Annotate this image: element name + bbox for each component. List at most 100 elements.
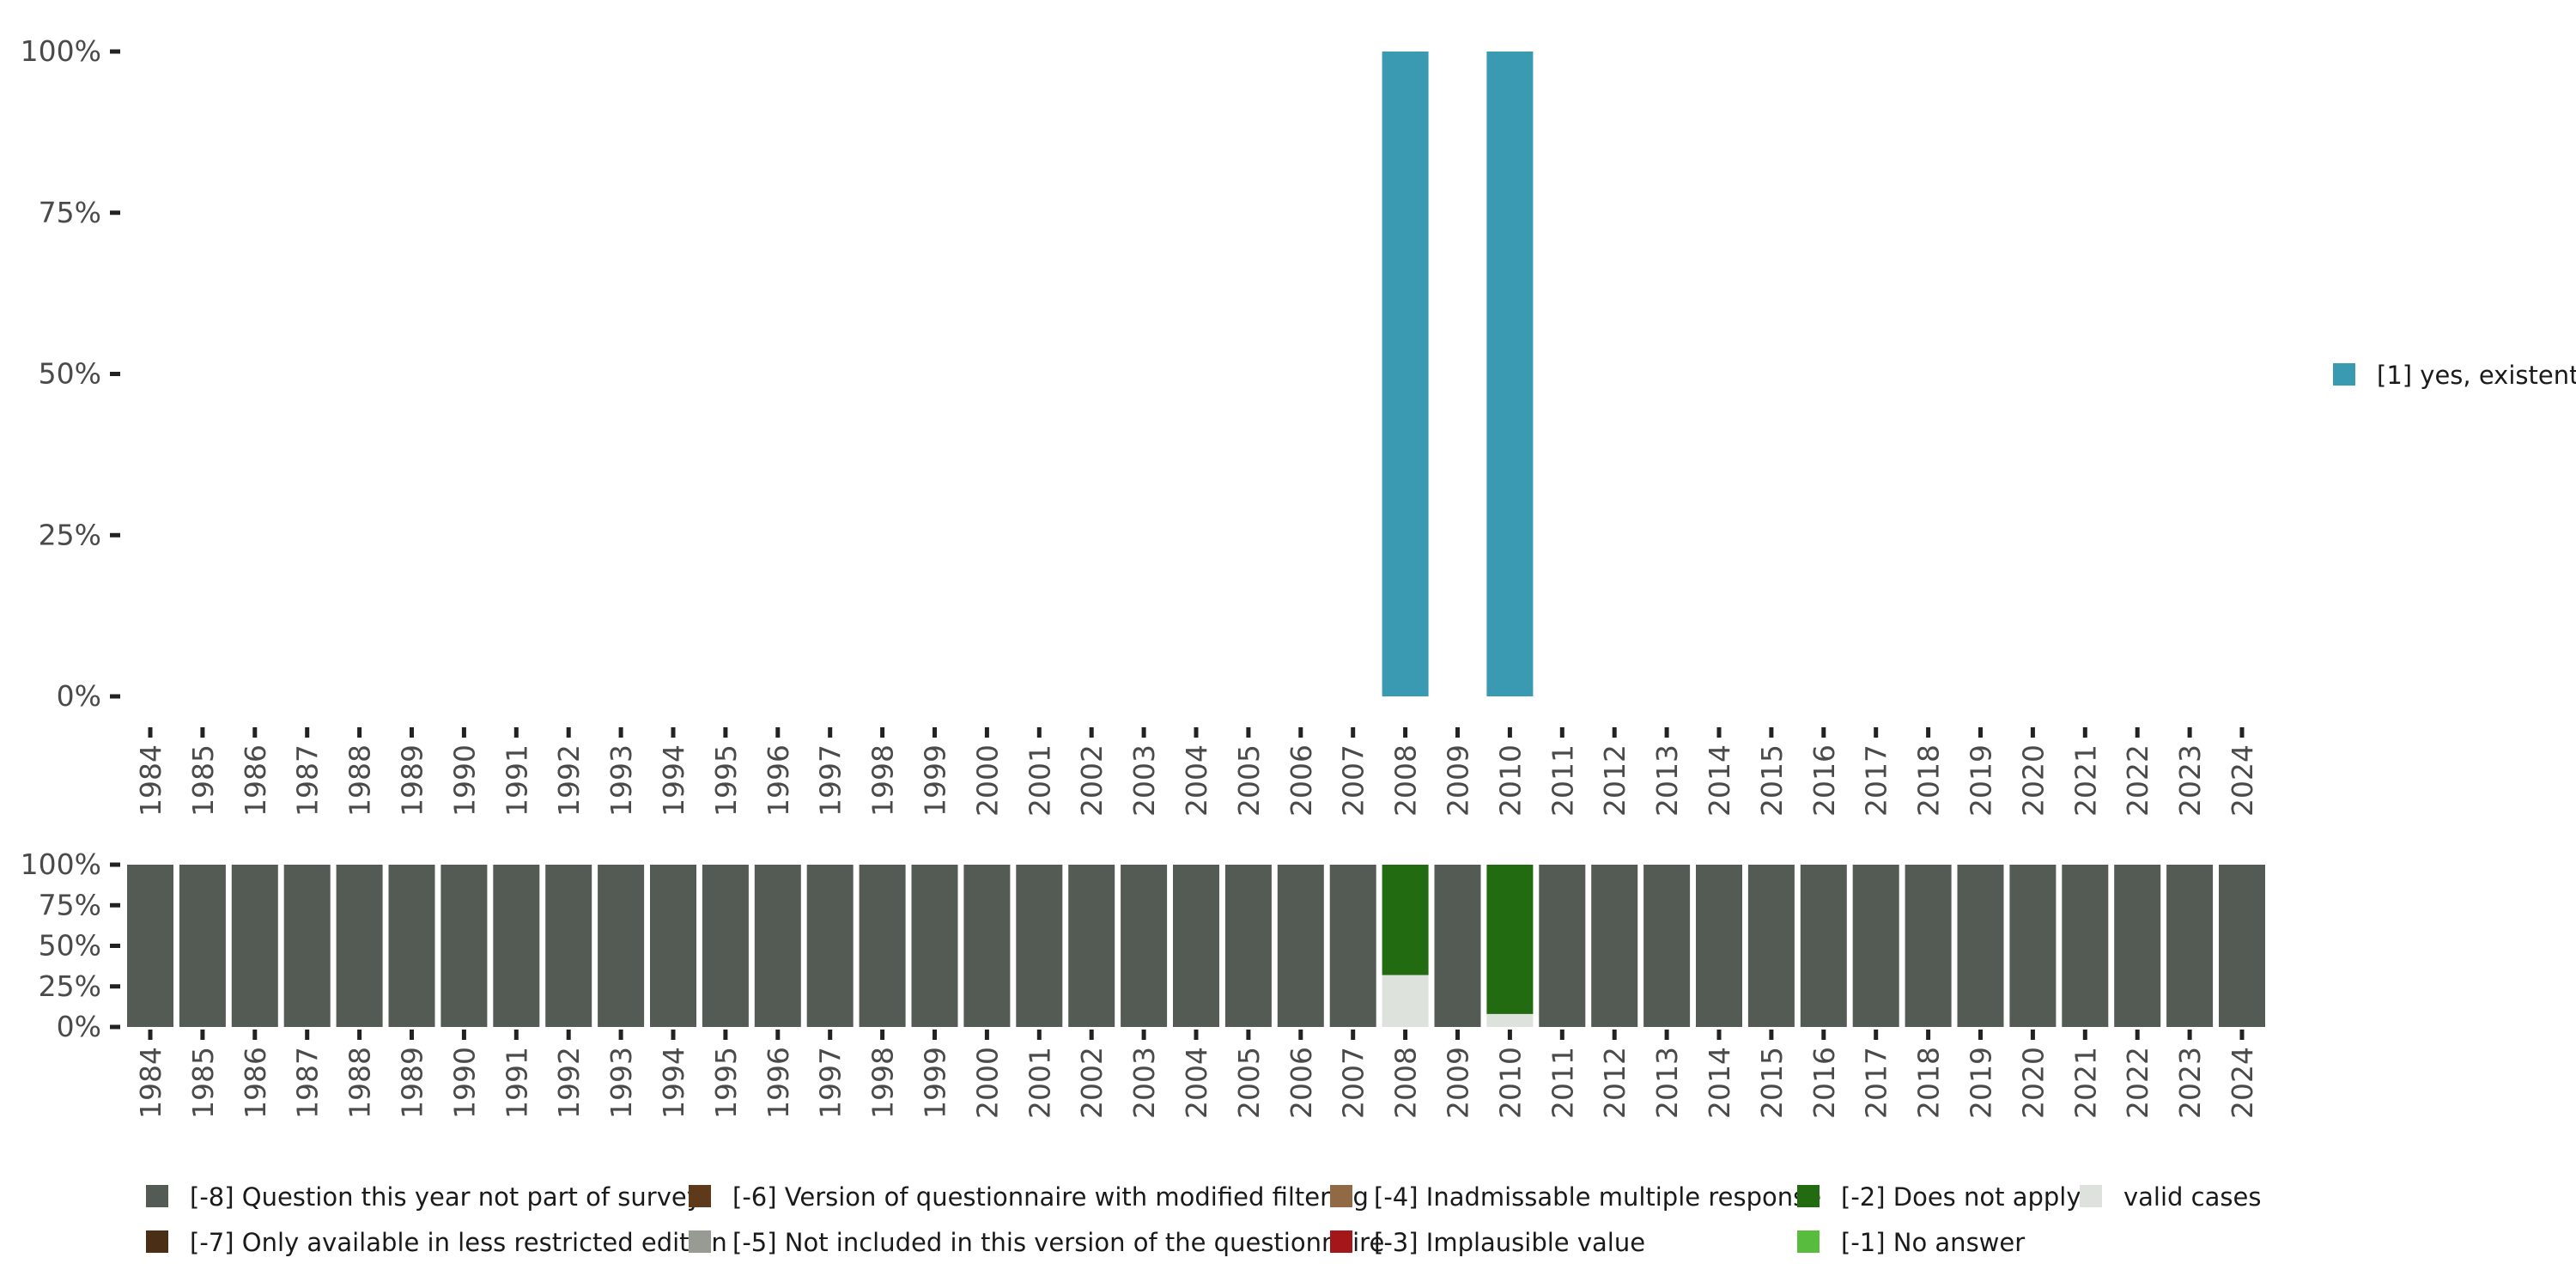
stacked-bar-2002 [1068,865,1115,1027]
bottom-x-tick-label: 2009 [1442,1047,1475,1119]
stacked-bar-2011 [1539,865,1586,1027]
stacked-bar-1998 [859,865,906,1027]
top-x-tick-label: 2021 [2069,744,2102,817]
bottom-chart: 0% 25% 50% 75% 100% 1984 1985 1986 1987 1988 1989 1… [21,848,2265,1119]
stacked-bar-2020 [2009,865,2057,1027]
top-x-tick-label: 2012 [1598,744,1631,817]
stacked-bar-2008 [1382,865,1429,975]
bottom-x-tick-label: 1985 [186,1047,220,1119]
legend-swatch [689,1185,711,1207]
top-x-tick-label: 2005 [1232,744,1266,817]
bottom-x-tick-label: 2014 [1703,1047,1736,1119]
top-x-tick-label: 1999 [919,744,952,817]
stacked-bar-1987 [283,865,331,1027]
bottom-x-tick-label: 1986 [239,1047,272,1119]
bottom-legend: [-8] Question this year not part of surv… [146,1182,2261,1257]
top-x-tick-label: 2000 [970,744,1004,817]
bottom-x-tick-label: 2000 [970,1047,1004,1119]
bottom-x-tick-label: 1998 [866,1047,900,1119]
legend-label: [-8] Question this year not part of surv… [190,1182,702,1212]
top-x-tick-label: 1986 [239,744,272,817]
top-y-tick-label: 100% [21,34,101,68]
top-x-tick-label: 2004 [1180,744,1213,817]
bottom-x-tick-label: 2013 [1650,1047,1684,1119]
bottom-x-tick-label: 2006 [1285,1047,1318,1119]
stacked-bar-2024 [2219,865,2265,1027]
bottom-x-tick-label: 2012 [1598,1047,1631,1119]
bottom-x-tick-label: 2016 [1807,1047,1841,1119]
top-x-tick-label: 1997 [814,744,848,817]
legend-swatch [689,1230,711,1253]
stacked-bar-1989 [388,865,435,1027]
bottom-y-tick-label: 0% [57,1010,101,1043]
stacked-bar-2015 [1747,865,1795,1027]
bottom-y-tick-label: 25% [39,969,101,1003]
legend-label: valid cases [2123,1182,2261,1212]
top-x-tick-label: 1989 [396,744,429,817]
stacked-bar-2001 [1016,865,1063,1027]
legend-label: [-7] Only available in less restricted e… [190,1228,727,1257]
bottom-x-tick-label: 2004 [1180,1047,1213,1119]
top-x-tick-label: 2008 [1389,744,1423,817]
top-x-tick-label: 2018 [1912,744,1946,817]
bottom-x-tick-label: 1997 [814,1047,848,1119]
bottom-y-tick-label: 50% [39,929,101,963]
top-x-tick-label: 2019 [1965,744,1998,817]
top-x-tick-label: 2003 [1127,744,1161,817]
top-x-tick-label: 2020 [2016,744,2050,817]
bottom-x-tick-label: 2001 [1023,1047,1056,1119]
stacked-bar-1985 [179,865,226,1027]
top-y-tick-label: 75% [39,196,101,229]
bottom-x-tick-label: 2024 [2226,1047,2259,1119]
top-x-tick-label: 1988 [343,744,377,817]
bottom-x-tick-label: 2002 [1075,1047,1109,1119]
legend-swatch [2080,1185,2102,1207]
bottom-x-tick-label: 2019 [1965,1047,1998,1119]
top-x-tick-label: 2024 [2226,744,2259,817]
stacked-bar-2000 [963,865,1011,1027]
legend-swatch [1797,1185,1820,1207]
bar-2008 [1382,52,1429,696]
stacked-bar-2003 [1121,865,1168,1027]
stacked-bar-1995 [702,865,749,1027]
bottom-x-tick-label: 2015 [1755,1047,1789,1119]
legend-label: [-4] Inadmissable multiple response [1374,1182,1821,1212]
stacked-bar-1993 [598,865,645,1027]
top-legend: [1] yes, existent [2333,361,2576,390]
stacked-bar-2021 [2062,865,2109,1027]
top-x-tick-label: 2002 [1075,744,1109,817]
stacked-bar-2013 [1643,865,1691,1027]
legend-swatch [2333,363,2355,386]
bottom-x-tick-label: 2008 [1389,1047,1423,1119]
bottom-x-tick-label: 1999 [919,1047,952,1119]
bottom-x-tick-label: 2003 [1127,1047,1161,1119]
legend-swatch [146,1230,168,1253]
stacked-bar-2009 [1434,865,1481,1027]
bottom-x-tick-label: 1994 [657,1047,690,1119]
bottom-x-tick-label: 1984 [134,1047,167,1119]
bottom-x-tick-label: 2018 [1912,1047,1946,1119]
bottom-x-tick-label: 1996 [762,1047,795,1119]
top-y-tick-label: 0% [57,679,101,713]
stacked-bar-2017 [1852,865,1899,1027]
legend-swatch [1797,1230,1820,1253]
stacked-bar-2022 [2114,865,2161,1027]
top-x-tick-label: 1992 [552,744,586,817]
stacked-bar-1984 [127,865,173,1027]
legend-label: [-6] Version of questionnaire with modif… [732,1182,1369,1212]
top-x-tick-label: 2007 [1337,744,1370,817]
bottom-x-tick-label: 1990 [447,1047,481,1119]
bottom-x-tick-label: 1989 [396,1047,429,1119]
top-x-tick-label: 2006 [1285,744,1318,817]
top-x-tick-label: 2001 [1023,744,1056,817]
bottom-x-tick-label: 1991 [500,1047,533,1119]
top-x-tick-label: 1996 [762,744,795,817]
bottom-x-tick-label: 1995 [709,1047,743,1119]
bottom-x-tick-label: 1992 [552,1047,586,1119]
stacked-bar-1990 [440,865,488,1027]
top-chart: 0% 25% 50% 75% 100% 1984 1985 1986 1987 1988 1989 1… [21,34,2259,817]
legend-swatch [1330,1185,1352,1207]
top-x-tick-label: 2023 [2173,744,2207,817]
bottom-x-tick-label: 1987 [291,1047,325,1119]
